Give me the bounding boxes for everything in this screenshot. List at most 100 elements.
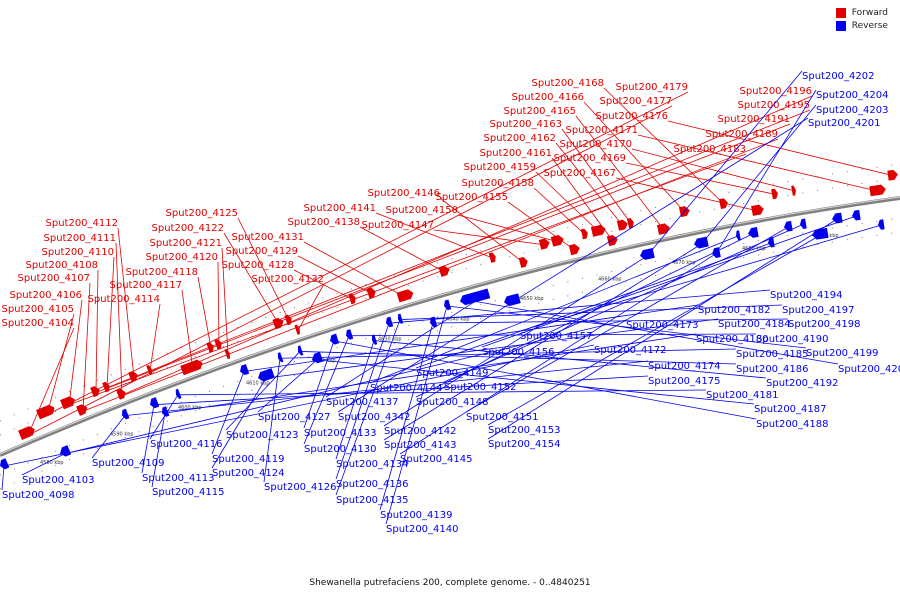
- gene-leader-line: [46, 91, 689, 416]
- gene-label: Sput200_4174: [648, 361, 721, 372]
- axis-tick-label: 4580 kbp: [40, 460, 64, 466]
- gene-label: Sput200_4166: [512, 92, 585, 103]
- gene-leader-line: [561, 128, 632, 224]
- forward-gene-arrow: [869, 184, 886, 197]
- gene-leader-line: [141, 404, 155, 474]
- reverse-gene-arrow: [694, 236, 709, 249]
- gene-leader-line: [465, 226, 789, 413]
- gene-leader-line: [95, 269, 99, 393]
- gene-leader-line: [115, 242, 123, 396]
- legend-forward-label: Forward: [851, 8, 888, 18]
- gene-leader-line: [257, 359, 318, 413]
- genome-axis-highlight: [0, 196, 900, 455]
- forward-gene-arrow: [568, 244, 580, 256]
- gene-label: Sput200_4167: [544, 168, 617, 179]
- reverse-gene-arrow: [504, 293, 521, 307]
- gene-label: Sput200_4168: [532, 78, 605, 89]
- genome-axis: [0, 196, 900, 457]
- forward-gene-arrow: [580, 228, 588, 240]
- legend: Forward Reverse: [835, 8, 888, 34]
- gene-leader-line: [637, 134, 879, 192]
- gene-leader-line: [263, 358, 281, 483]
- gene-leader-line: [303, 335, 350, 445]
- gene-label: Sput200_4143: [384, 440, 457, 451]
- gene-label: Sput200_4108: [26, 260, 99, 271]
- gene-label: Sput200_4122: [152, 223, 225, 234]
- gene-leader-line: [399, 253, 717, 455]
- gene-leader-line: [68, 299, 83, 405]
- gene-leader-line: [446, 305, 807, 349]
- gene-label: Sput200_4109: [92, 458, 165, 469]
- gene-label: Sput200_4186: [736, 364, 809, 375]
- forward-gene-arrow: [128, 371, 138, 383]
- legend-forward: Forward: [835, 8, 888, 18]
- gene-label: Sput200_4169: [554, 153, 627, 164]
- gene-label: Sput200_4104: [2, 318, 75, 329]
- gene-label: Sput200_4190: [756, 334, 829, 345]
- forward-swatch-icon: [835, 8, 846, 18]
- reverse-gene-arrow: [277, 352, 284, 363]
- forward-gene-arrow: [590, 224, 606, 237]
- reverse-gene-arrow: [346, 329, 354, 340]
- reverse-gene-arrow: [852, 209, 861, 221]
- gene-label: Sput200_4124: [212, 468, 285, 479]
- forward-gene-arrow: [656, 223, 670, 235]
- gene-label: Sput200_4140: [386, 524, 459, 535]
- gene-leader-line: [487, 218, 838, 440]
- gene-label: Sput200_4141: [304, 203, 377, 214]
- gene-label: Sput200_4159: [464, 162, 537, 173]
- forward-gene-arrow: [518, 257, 528, 268]
- gene-label: Sput200_4161: [480, 148, 553, 159]
- gene-label: Sput200_4185: [736, 349, 809, 360]
- gene-label: Sput200_4121: [150, 238, 223, 249]
- gene-label: Sput200_4112: [46, 218, 119, 229]
- gene-leader-line: [91, 415, 126, 459]
- gene-leader-line: [121, 95, 813, 396]
- genome-caption: Shewanella putrefaciens 200, complete ge…: [309, 578, 591, 588]
- gene-label: Sput200_4158: [462, 178, 535, 189]
- gene-leader-line: [583, 101, 686, 213]
- gene-leader-line: [149, 394, 179, 440]
- gene-leader-line: [153, 375, 649, 406]
- gene-label: Sput200_4201: [808, 118, 881, 129]
- gene-label: Sput200_4203: [816, 105, 889, 116]
- reverse-gene-arrow: [330, 333, 340, 345]
- reverse-gene-arrow: [800, 218, 807, 229]
- reverse-gene-arrow: [372, 334, 378, 345]
- gene-leader-line: [646, 70, 803, 257]
- gene-label: Sput200_4128: [222, 260, 295, 271]
- gene-leader-line: [507, 201, 576, 251]
- gene-label: Sput200_4191: [718, 114, 791, 125]
- reverse-gene-arrow: [736, 230, 741, 241]
- forward-gene-arrow: [751, 204, 764, 216]
- gene-label: Sput200_4173: [626, 320, 699, 331]
- gene-leader-line: [333, 340, 757, 420]
- reverse-gene-arrow: [878, 219, 885, 230]
- gene-label: Sput200_4116: [150, 439, 223, 450]
- gene-label: Sput200_4150: [386, 205, 459, 216]
- axis-tick-label: 4590 kbp: [110, 431, 134, 437]
- gene-leader-line: [625, 162, 776, 195]
- gene-leader-line: [555, 142, 624, 227]
- gene-label: Sput200_4131: [232, 232, 305, 243]
- reverse-gene-arrow: [386, 316, 394, 328]
- gene-label: Sput200_4155: [436, 192, 509, 203]
- gene-label: Sput200_4111: [44, 233, 117, 244]
- gene-label: Sput200_4179: [616, 82, 689, 93]
- legend-reverse: Reverse: [835, 21, 888, 31]
- gene-label: Sput200_4106: [10, 290, 83, 301]
- gene-leader-line: [197, 276, 212, 349]
- gene-leader-line: [1, 465, 5, 491]
- forward-gene-arrow: [76, 404, 88, 416]
- gene-leader-line: [217, 261, 220, 346]
- gene-leader-line: [575, 115, 665, 231]
- axis-tick-label: 4640 kbp: [446, 316, 470, 322]
- reverse-gene-arrow: [240, 364, 250, 376]
- gene-leader-line: [117, 227, 135, 378]
- gene-leader-line: [432, 318, 789, 324]
- gene-label: Sput200_4202: [802, 71, 875, 82]
- gene-label: Sput200_4133: [304, 428, 377, 439]
- gene-leader-line: [27, 327, 75, 436]
- gene-label: Sput200_4105: [2, 304, 75, 315]
